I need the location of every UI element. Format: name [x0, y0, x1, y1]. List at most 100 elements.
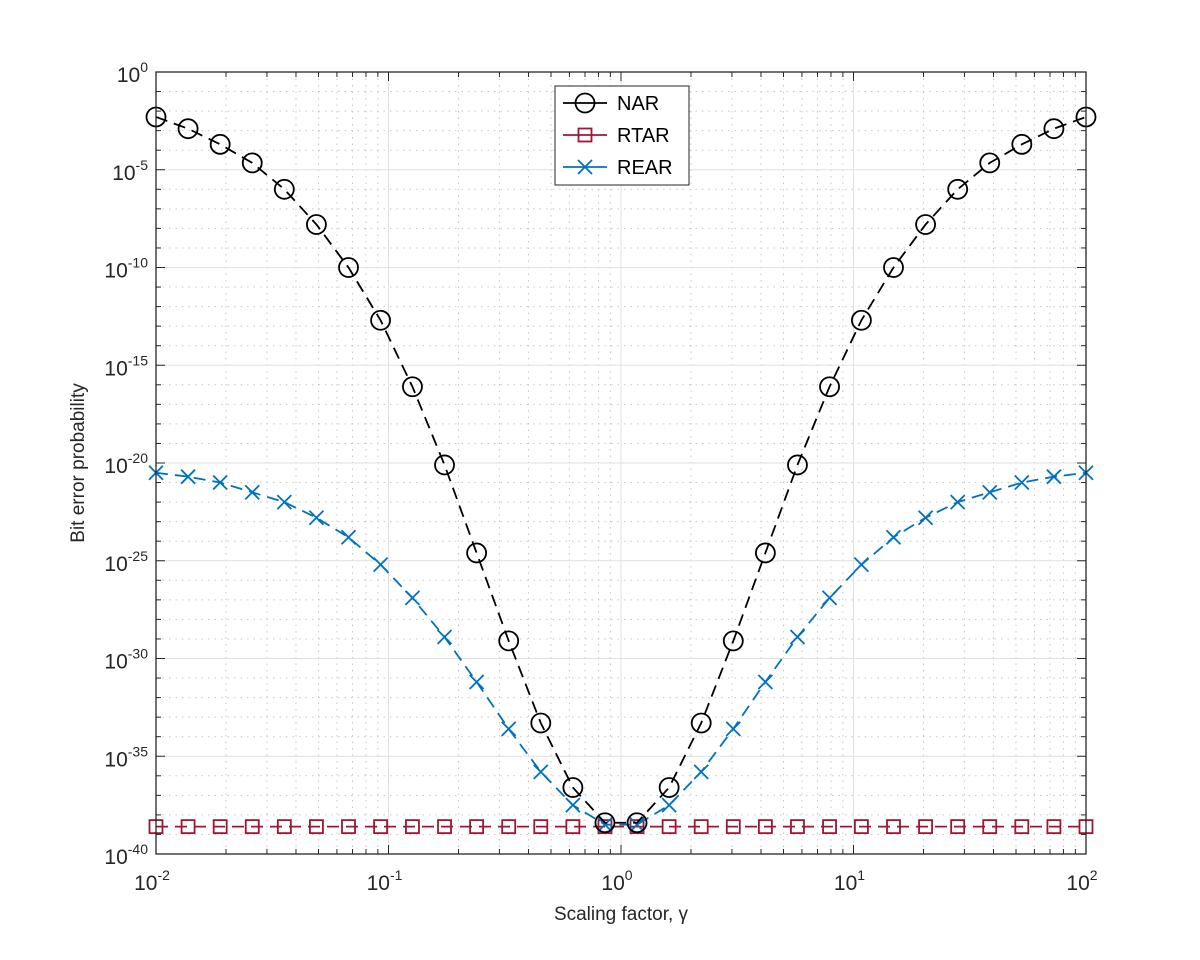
x-marker — [789, 629, 806, 645]
circle-marker — [754, 542, 776, 564]
y-tick-label: 10-30 — [104, 646, 148, 674]
square-marker — [437, 819, 452, 835]
square-marker — [533, 819, 549, 835]
y-tick-label: 10-15 — [104, 352, 148, 380]
square-marker — [597, 819, 613, 835]
circle-marker — [177, 118, 199, 140]
x-marker — [340, 529, 357, 545]
circle-marker — [883, 257, 904, 278]
y-tick-label: 10-10 — [104, 255, 148, 283]
square-marker — [373, 819, 388, 835]
square-marker — [212, 819, 228, 835]
x-marker — [468, 674, 485, 690]
y-tick-label: 10-35 — [104, 743, 148, 771]
square-marker — [577, 127, 593, 143]
square-marker — [276, 819, 292, 835]
circle-marker — [626, 812, 648, 834]
x-marker — [629, 817, 645, 833]
y-tick-label: 10-25 — [104, 548, 148, 576]
x-marker — [276, 494, 292, 510]
square-marker — [918, 819, 933, 835]
circle-marker — [562, 777, 584, 798]
square-marker — [629, 819, 645, 835]
square-marker — [950, 819, 966, 835]
legend-item-nar: NAR — [563, 92, 659, 115]
x-tick-label: 100 — [601, 867, 632, 895]
circle-marker — [434, 454, 455, 476]
circle-marker — [370, 309, 391, 331]
y-tick-label: 10-20 — [104, 450, 148, 478]
x-marker — [308, 510, 325, 526]
square-marker — [565, 819, 581, 835]
x-axis-tick-labels: 10-2 10-1 100 101 102 — [134, 867, 1098, 895]
circle-marker — [306, 214, 327, 235]
circle-marker — [1043, 118, 1065, 140]
x-tick-label: 102 — [1066, 867, 1097, 895]
x-tick-label: 10-1 — [367, 867, 403, 895]
x-marker — [982, 484, 998, 500]
square-marker — [854, 819, 869, 835]
x-tick-label: 101 — [834, 867, 865, 895]
x-marker — [180, 469, 196, 485]
x-marker — [212, 474, 228, 491]
circle-marker — [466, 542, 488, 564]
x-marker — [917, 510, 934, 526]
circle-marker — [979, 152, 1001, 174]
x-marker — [1014, 474, 1030, 491]
square-marker — [244, 819, 260, 835]
x-marker — [597, 817, 613, 833]
axis-ticks — [155, 71, 1087, 855]
circle-marker — [690, 712, 712, 734]
square-marker — [661, 819, 677, 835]
legend-item-rtar: RTAR — [563, 125, 670, 147]
square-marker — [469, 819, 485, 835]
circle-marker — [273, 178, 295, 200]
legend-item-rear: REAR — [563, 157, 673, 179]
square-marker — [886, 819, 901, 835]
circle-marker — [915, 214, 936, 235]
square-marker — [501, 819, 517, 835]
circle-marker — [722, 630, 744, 652]
x-marker — [853, 557, 870, 573]
y-tick-label: 10-40 — [104, 841, 148, 869]
circle-marker — [530, 712, 552, 734]
circle-marker — [338, 257, 359, 278]
square-marker — [757, 819, 773, 835]
square-marker — [790, 819, 805, 835]
circle-marker — [594, 812, 616, 834]
y-tick-label: 10-5 — [112, 157, 148, 185]
x-marker — [725, 721, 741, 737]
circle-marker — [787, 454, 808, 476]
x-marker — [661, 797, 677, 813]
circle-marker — [819, 376, 840, 398]
square-marker — [822, 819, 837, 835]
x-marker — [757, 674, 774, 690]
x-marker — [693, 764, 709, 780]
circle-marker — [241, 152, 263, 174]
x-axis-label: Scaling factor, γ — [554, 904, 689, 925]
circle-marker — [851, 309, 872, 331]
x-marker — [565, 797, 581, 813]
y-axis-label: Bit error probability — [68, 383, 89, 543]
square-marker — [982, 819, 998, 835]
x-marker — [501, 721, 517, 737]
y-tick-label: 100 — [117, 59, 148, 87]
circle-marker — [1011, 133, 1033, 155]
legend-label: RTAR — [617, 125, 670, 147]
series-line — [155, 471, 1087, 826]
x-marker — [821, 590, 838, 606]
series-rtar — [148, 819, 1094, 835]
legend: NAR RTAR REAR — [554, 85, 690, 186]
circle-marker — [209, 133, 231, 155]
circle-marker — [402, 376, 423, 398]
circle-marker — [498, 630, 520, 652]
circle-marker — [574, 92, 596, 114]
x-marker — [1046, 469, 1062, 485]
x-marker — [533, 764, 549, 780]
x-tick-label: 10-2 — [134, 867, 170, 895]
circle-marker — [658, 777, 680, 798]
square-marker — [180, 819, 196, 835]
square-marker — [725, 819, 741, 835]
series-rear — [148, 465, 1094, 833]
